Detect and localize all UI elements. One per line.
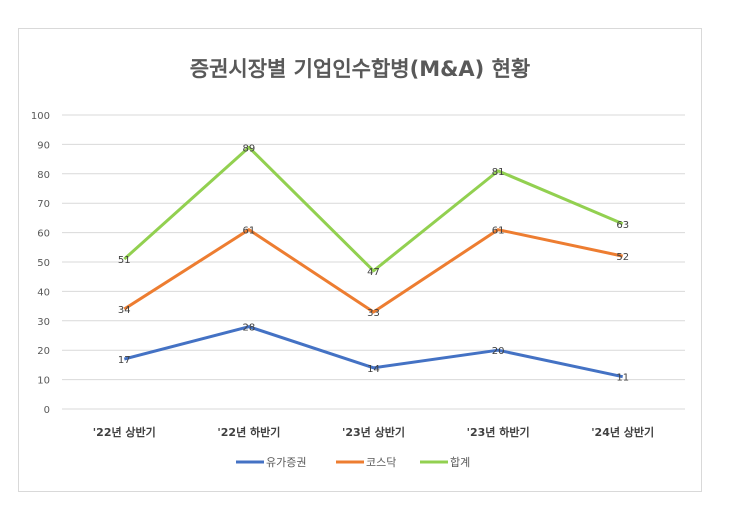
- y-tick-label: 10: [37, 376, 50, 387]
- data-label: 89: [243, 143, 256, 154]
- y-tick-label: 90: [37, 140, 50, 151]
- chart-frame: [18, 28, 702, 492]
- x-tick-label: '22년 하반기: [217, 425, 280, 439]
- x-tick-label: '22년 상반기: [93, 425, 156, 439]
- x-tick-label: '23년 상반기: [342, 425, 405, 439]
- x-tick-label: '24년 상반기: [591, 425, 654, 439]
- y-tick-label: 0: [44, 405, 50, 416]
- data-label: 14: [367, 364, 380, 375]
- series-line-3: [123, 145, 624, 273]
- data-label: 11: [616, 373, 629, 384]
- chart-title: 증권시장별 기업인수합병(M&A) 현황: [190, 57, 530, 81]
- legend-label: 코스닥: [366, 456, 396, 469]
- data-label: 81: [492, 167, 505, 178]
- y-tick-label: 30: [37, 317, 50, 328]
- data-label: 63: [616, 220, 629, 231]
- y-tick-label: 50: [37, 258, 50, 269]
- data-label: 61: [492, 226, 505, 237]
- legend-label: 유가증권: [266, 456, 306, 469]
- data-label: 61: [243, 226, 256, 237]
- y-tick-label: 80: [37, 170, 50, 181]
- data-label: 28: [243, 323, 256, 334]
- y-tick-label: 40: [37, 287, 50, 298]
- y-tick-label: 60: [37, 229, 50, 240]
- data-label: 17: [118, 355, 131, 366]
- data-label: 34: [118, 305, 131, 316]
- data-label: 33: [367, 308, 380, 319]
- series-line-2: [123, 228, 624, 314]
- data-label: 20: [492, 346, 505, 357]
- legend-label: 합계: [450, 456, 470, 469]
- x-tick-label: '23년 하반기: [467, 425, 530, 439]
- y-tick-label: 100: [31, 111, 50, 122]
- y-tick-label: 20: [37, 346, 50, 357]
- data-label: 52: [616, 252, 629, 263]
- y-tick-label: 70: [37, 199, 50, 210]
- data-label: 51: [118, 255, 131, 266]
- data-label: 47: [367, 267, 380, 278]
- series-line-1: [123, 325, 624, 379]
